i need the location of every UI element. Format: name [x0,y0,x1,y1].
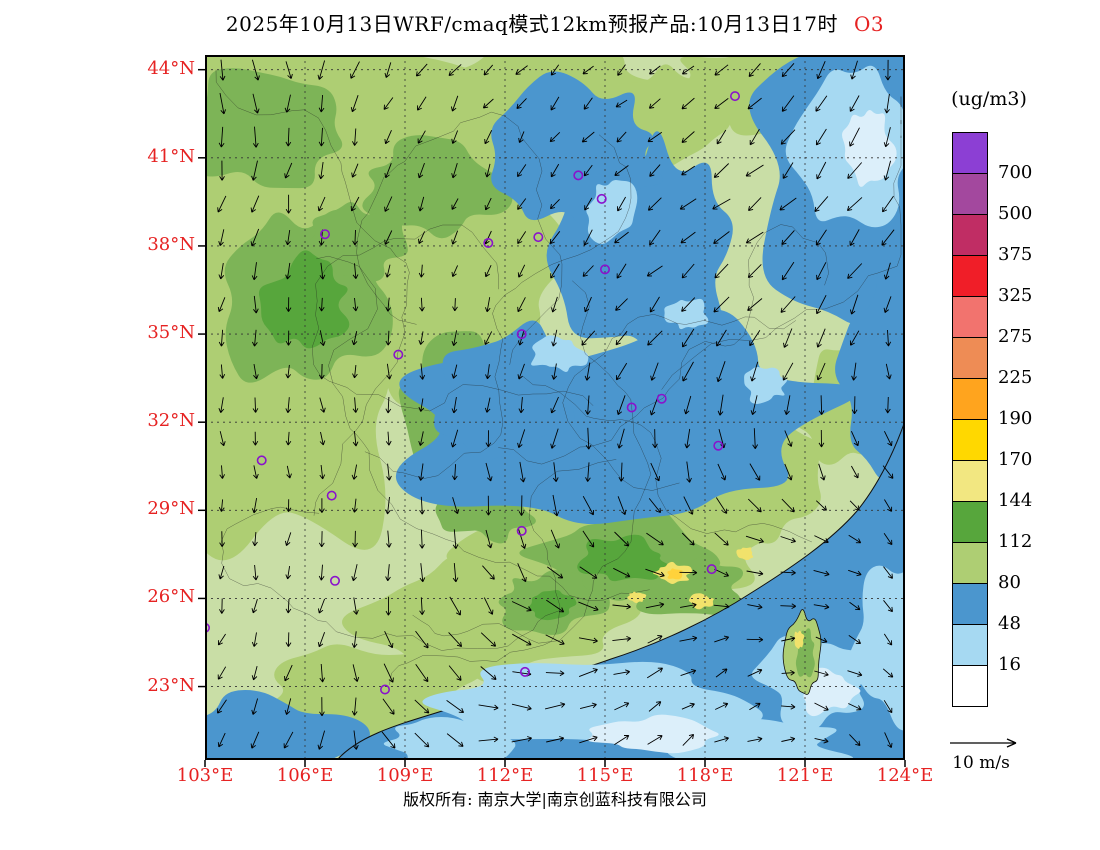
concentration-field-layer [205,55,905,760]
city-marker [706,564,717,575]
city-marker [516,329,527,340]
colorbar-swatch [952,337,988,379]
colorbar-swatch [952,460,988,502]
copyright-text: 版权所有: 南京大学|南京创蓝科技有限公司 [403,790,707,809]
colorbar-value-label: 700 [998,162,1033,183]
axis-ticks-layer [198,68,906,767]
colorbar-value-label: 80 [998,572,1021,593]
x-axis-tick-label: 121°E [776,765,834,786]
y-axis-tick-label: 41°N [147,145,195,167]
colorbar-swatch [952,173,988,215]
city-marker [330,575,341,586]
gridlines-layer [205,55,905,760]
y-axis-tick-label: 32°N [147,410,195,432]
colorbar-value-label: 500 [998,203,1033,224]
colorbar-swatch [952,296,988,338]
y-axis-tick-label: 44°N [147,57,195,79]
colorbar-swatch [952,665,988,707]
colorbar-swatch [952,255,988,297]
colorbar-value-label: 144 [998,490,1033,511]
city-marker [256,455,267,466]
city-marker [483,238,494,249]
map-area [198,55,906,767]
colorbar-value-label: 325 [998,285,1033,306]
map-frame [205,55,905,760]
page-title: 2025年10月13日WRF/cmaq模式12km预报产品:10月13日17时 O… [140,8,970,37]
colorbar-swatch [952,378,988,420]
city-marker [626,402,637,413]
city-marker [596,193,607,204]
x-axis-tick-label: 115°E [576,765,634,786]
station-markers-layer [205,91,740,695]
colorbar-value-label: 225 [998,367,1033,388]
colorbar-value-label: 170 [998,449,1033,470]
x-axis-tick-label: 109°E [376,765,434,786]
forecast-map [198,55,906,767]
colorbar-value-label: 48 [998,613,1021,634]
city-marker [393,349,404,360]
colorbar-value-label: 275 [998,326,1033,347]
colorbar-value-label: 190 [998,408,1033,429]
colorbar-swatch [952,583,988,625]
city-marker [573,170,584,181]
wind-arrows-layer [217,59,895,750]
city-marker [320,229,331,240]
colorbar-value-label: 16 [998,654,1021,675]
pollutant-label: O3 [853,12,885,36]
x-axis-tick-label: 103°E [176,765,234,786]
colorbar-swatch [952,624,988,666]
y-axis-tick-label: 26°N [147,586,195,608]
city-marker [729,91,740,102]
city-marker [533,232,544,243]
city-marker [516,525,527,536]
city-marker [599,264,610,275]
x-axis-tick-label: 124°E [876,765,934,786]
colorbar-unit-label: (ug/m3) [951,88,1027,110]
city-marker [519,666,530,677]
colorbar-swatch [952,419,988,461]
y-axis-tick-label: 38°N [147,233,195,255]
city-marker [326,490,337,501]
colorbar-swatch [952,132,988,174]
city-marker [713,440,724,451]
wind-scale-label: 10 m/s [952,753,1010,773]
colorbar-swatch [952,501,988,543]
title-text: 2025年10月13日WRF/cmaq模式12km预报产品:10月13日17时 [225,12,838,36]
city-marker [380,684,391,695]
colorbar-value-label: 375 [998,244,1033,265]
colorbar-swatch [952,542,988,584]
colorbar-swatch [952,214,988,256]
city-marker [656,393,667,404]
x-axis-tick-label: 118°E [676,765,734,786]
wind-scale-arrow-icon [950,738,1017,748]
colorbar: 700 500 375 325 275 225 190 170 144 112 80 48 16 [952,132,1032,707]
colorbar-value-label: 112 [998,531,1033,552]
x-axis-tick-label: 112°E [476,765,534,786]
y-axis-tick-label: 35°N [147,322,195,344]
x-axis-tick-label: 106°E [276,765,334,786]
y-axis-tick-label: 29°N [147,498,195,520]
city-marker [205,622,210,633]
y-axis-tick-label: 23°N [147,674,195,696]
